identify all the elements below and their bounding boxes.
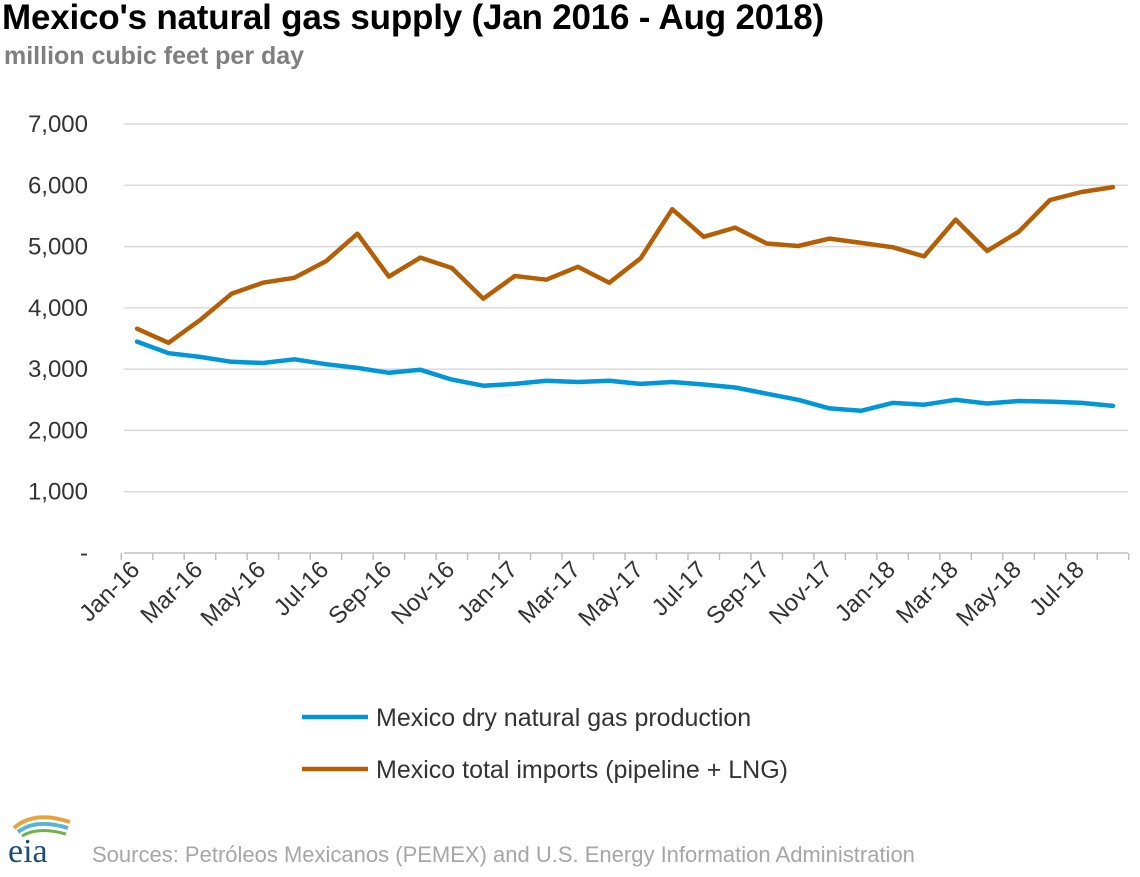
eia-logo: eia <box>4 806 84 871</box>
y-tick-label: 3,000 <box>28 356 88 383</box>
x-tick-label: May-17 <box>573 556 649 632</box>
gridlines <box>124 123 1128 493</box>
production-series-line <box>134 339 1116 414</box>
y-tick-label: - <box>80 540 88 567</box>
x-tick-label: Mar-18 <box>891 556 964 629</box>
legend-label: Mexico dry natural gas production <box>376 704 751 732</box>
x-tick-label: Mar-16 <box>135 556 208 629</box>
source-note: Sources: Petróleos Mexicanos (PEMEX) and… <box>92 842 915 867</box>
chart-subtitle: million cubic feet per day <box>4 42 305 70</box>
y-tick-label: 2,000 <box>28 417 88 444</box>
y-tick-label: 4,000 <box>28 295 88 322</box>
svg-text:eia: eia <box>8 833 48 866</box>
legend: Mexico dry natural gas production Mexico … <box>302 704 788 784</box>
y-axis-ticks: - 1,000 2,000 3,000 4,000 5,000 6,000 7,000 <box>28 111 88 567</box>
x-tick-label: Jan-17 <box>452 556 523 627</box>
x-tick-label: Jul-18 <box>1024 556 1089 621</box>
x-tick-label: Sep-17 <box>701 556 775 630</box>
series-lines <box>134 184 1116 414</box>
x-tick-label: May-16 <box>195 556 271 632</box>
y-tick-label: 1,000 <box>28 479 88 506</box>
x-tick-label: Jan-18 <box>830 556 901 627</box>
x-tick-label: May-18 <box>951 556 1027 632</box>
chart-title: Mexico's natural gas supply (Jan 2016 - … <box>2 0 824 37</box>
x-tick-label: Mar-17 <box>513 556 586 629</box>
x-tick-label: Nov-16 <box>386 556 460 630</box>
x-axis-ticks: Jan-16Mar-16May-16Jul-16Sep-16Nov-16Jan-… <box>74 553 1130 632</box>
x-tick-label: Nov-17 <box>764 556 838 630</box>
legend-label: Mexico total imports (pipeline + LNG) <box>376 756 788 784</box>
y-tick-label: 6,000 <box>28 172 88 199</box>
x-tick-label: Sep-16 <box>323 556 397 630</box>
y-tick-label: 7,000 <box>28 111 88 138</box>
imports-series-line <box>134 184 1116 346</box>
y-tick-label: 5,000 <box>28 234 88 261</box>
